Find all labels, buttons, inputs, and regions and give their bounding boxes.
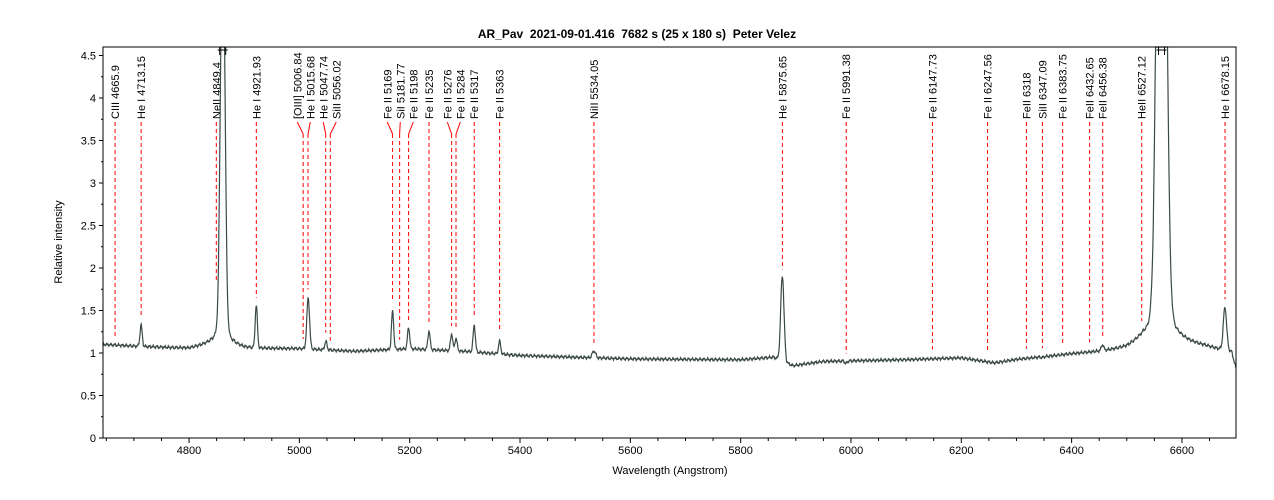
line-id-label: CIII 4665.9 — [110, 65, 122, 119]
line-id-label: Fe II 5276 — [442, 69, 454, 119]
line-id-leader — [296, 121, 304, 135]
x-tick-label: 5000 — [287, 445, 311, 457]
y-tick-label: 3 — [90, 178, 96, 190]
line-id-label: NeII 4849.4 — [211, 62, 223, 119]
line-id-label: Fe II 5198 — [408, 69, 420, 119]
line-id-label: He I 5875.65 — [777, 56, 789, 119]
line-id-leader — [399, 121, 401, 135]
x-tick-label: 5800 — [728, 445, 752, 457]
spectrum-line — [102, 46, 1237, 369]
line-id-label: He I 5015.68 — [305, 56, 317, 119]
y-tick-label: 4.5 — [81, 51, 96, 63]
x-tick-label: 5400 — [508, 445, 532, 457]
x-tick-label: 4800 — [177, 445, 201, 457]
x-tick-label: 6000 — [839, 445, 863, 457]
line-id-label: Fe II 5284 — [455, 69, 467, 119]
line-id-label: FeII 6432.65 — [1085, 57, 1097, 119]
line-id-label: [OIII] 5006.84 — [292, 52, 304, 119]
x-tick-label: 5600 — [618, 445, 642, 457]
line-id-leader — [386, 121, 394, 135]
x-tick-label: 5200 — [397, 445, 421, 457]
line-id-leader — [446, 121, 453, 135]
line-id-label: Fe II 5991.38 — [841, 54, 853, 119]
line-id-label: SiI 5181.77 — [395, 63, 407, 119]
line-id-label: He I 4713.15 — [136, 56, 148, 119]
y-tick-label: 0.5 — [81, 391, 96, 403]
plot-frame — [102, 46, 1237, 439]
x-tick-label: 6400 — [1059, 445, 1083, 457]
line-id-label: Fe II 5317 — [469, 69, 481, 119]
clipped-peak-marker — [217, 47, 228, 55]
line-id-label: Fe II 5235 — [424, 69, 436, 119]
y-tick-label: 3.5 — [81, 136, 96, 148]
y-tick-label: 2 — [90, 263, 96, 275]
x-tick-label: 6600 — [1170, 445, 1194, 457]
line-id-label: SiII 5056.02 — [331, 60, 343, 119]
line-id-label: Fe II 6383.75 — [1058, 54, 1070, 119]
line-id-label: Fe II 6247.56 — [983, 54, 995, 119]
y-tick-label: 2.5 — [81, 221, 96, 233]
line-id-label: NiII 5534.05 — [589, 60, 601, 119]
line-id-label: He I 4921.93 — [251, 56, 263, 119]
line-id-leader — [455, 121, 461, 135]
line-id-label: FeII 6456.38 — [1098, 57, 1110, 119]
line-id-label: HeII 6527.12 — [1137, 56, 1149, 119]
line-id-label: He I 5047.74 — [318, 56, 330, 119]
y-tick-label: 1.5 — [81, 306, 96, 318]
line-id-label: Fe II 5363 — [495, 69, 507, 119]
line-id-label: Fe II 5169 — [382, 69, 394, 119]
line-id-label: FeII 6318 — [1021, 73, 1033, 119]
x-axis-label: Wavelength (Angstrom) — [612, 465, 727, 477]
line-id-leader — [322, 121, 327, 135]
line-id-leader — [408, 121, 414, 135]
line-id-label: He I 6678.15 — [1220, 56, 1232, 119]
line-id-leader — [307, 121, 311, 135]
chart-title: AR_Pav 2021-09-01.416 7682 s (25 x 180 s… — [478, 27, 796, 41]
x-tick-label: 6200 — [949, 445, 973, 457]
y-tick-label: 0 — [90, 433, 96, 445]
y-tick-label: 1 — [90, 348, 96, 360]
line-id-leader — [329, 121, 337, 135]
line-id-label: Fe II 6147.73 — [928, 54, 940, 119]
clipped-peak-marker — [1156, 47, 1167, 55]
y-axis-label: Relative intensity — [53, 200, 65, 284]
y-tick-label: 4 — [90, 93, 96, 105]
line-id-label: SiII 6347.09 — [1037, 60, 1049, 119]
